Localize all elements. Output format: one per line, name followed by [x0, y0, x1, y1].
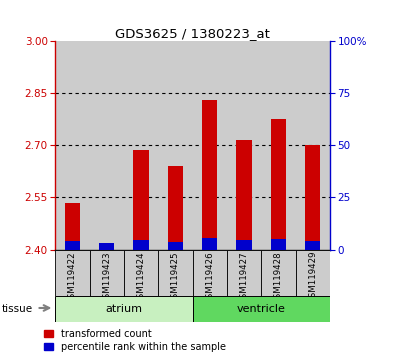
Bar [227, 41, 261, 250]
Bar [65, 202, 80, 250]
Bar [55, 296, 193, 322]
Bar [193, 250, 227, 296]
Bar [158, 250, 193, 296]
Text: GSM119423: GSM119423 [102, 251, 111, 304]
Text: tissue: tissue [2, 304, 33, 314]
Bar [305, 145, 320, 250]
Text: GSM119425: GSM119425 [171, 251, 180, 304]
Bar [295, 250, 330, 296]
Bar [124, 41, 158, 250]
Bar [90, 250, 124, 296]
Text: GSM119424: GSM119424 [137, 251, 146, 304]
Bar [295, 41, 330, 250]
Bar [227, 250, 261, 296]
Bar [305, 240, 320, 250]
Text: atrium: atrium [105, 304, 143, 314]
Title: GDS3625 / 1380223_at: GDS3625 / 1380223_at [115, 27, 270, 40]
Text: GSM119427: GSM119427 [239, 251, 248, 304]
Bar [55, 41, 90, 250]
Bar [236, 240, 252, 250]
Bar [202, 239, 217, 250]
Bar [124, 250, 158, 296]
Bar [99, 244, 115, 250]
Bar [261, 41, 295, 250]
Bar [261, 250, 295, 296]
Bar [99, 243, 115, 250]
Bar [168, 242, 183, 250]
Text: GSM119428: GSM119428 [274, 251, 283, 304]
Text: ventricle: ventricle [237, 304, 286, 314]
Bar [55, 250, 90, 296]
Bar [168, 166, 183, 250]
Bar [65, 241, 80, 250]
Text: GSM119422: GSM119422 [68, 251, 77, 304]
Bar [271, 239, 286, 250]
Bar [134, 150, 149, 250]
Bar [134, 240, 149, 250]
Bar [158, 41, 193, 250]
Bar [202, 100, 217, 250]
Bar [193, 296, 330, 322]
Text: GSM119426: GSM119426 [205, 251, 214, 304]
Legend: transformed count, percentile rank within the sample: transformed count, percentile rank withi… [44, 329, 226, 352]
Text: GSM119429: GSM119429 [308, 251, 317, 303]
Bar [236, 140, 252, 250]
Bar [90, 41, 124, 250]
Bar [193, 41, 227, 250]
Bar [271, 119, 286, 250]
